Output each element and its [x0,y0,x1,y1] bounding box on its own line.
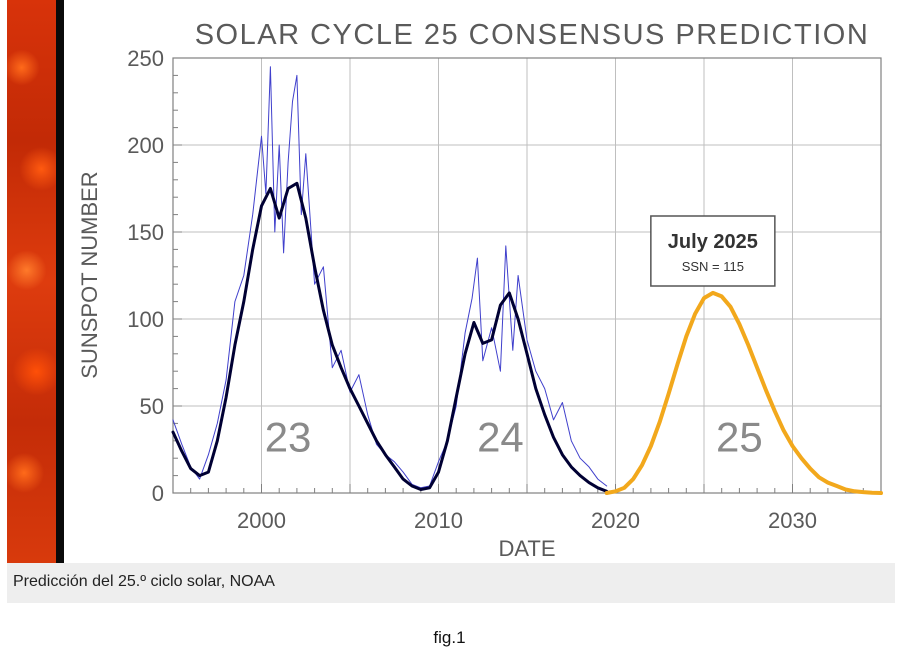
y-tick-label: 200 [127,133,164,158]
y-tick-label: 50 [140,394,164,419]
annotation-title: July 2025 [668,231,758,253]
chart-figure: 2000 2010 2020 2030 0 50 100 150 200 250 SOLAR CYC… [7,0,895,563]
caption-text: Predicción del 25.º ciclo solar, NOAA [13,573,275,590]
sun-image-strip [7,0,56,563]
caption-bar: Predicción del 25.º ciclo solar, NOAA [7,563,895,603]
x-tick-label: 2010 [414,508,463,533]
x-tick-label: 2000 [237,508,286,533]
x-tick-label: 2020 [591,508,640,533]
predicted-line [604,290,883,495]
cycle-label: 25 [716,414,763,461]
annotation-subtitle: SSN = 115 [682,259,744,274]
y-tick-label: 250 [127,46,164,71]
smoothed-line [171,181,609,493]
x-axis-label: DATE [498,536,555,561]
y-axis-label: SUNSPOT NUMBER [77,171,102,378]
chart-svg: 2000 2010 2020 2030 0 50 100 150 200 250 SOLAR CYC… [77,19,883,561]
y-tick-label: 0 [152,481,164,506]
x-tick-label: 2030 [768,508,817,533]
y-tick-label: 100 [127,307,164,332]
observed-monthly-line [172,66,608,489]
y-tick-label: 150 [127,220,164,245]
black-separator-bar [56,0,64,563]
annotation-box [650,215,776,287]
cycle-label: 24 [477,414,524,461]
chart-title: SOLAR CYCLE 25 CONSENSUS PREDICTION [195,19,870,51]
figure-label: fig.1 [433,628,466,647]
cycle-label: 23 [265,414,312,461]
